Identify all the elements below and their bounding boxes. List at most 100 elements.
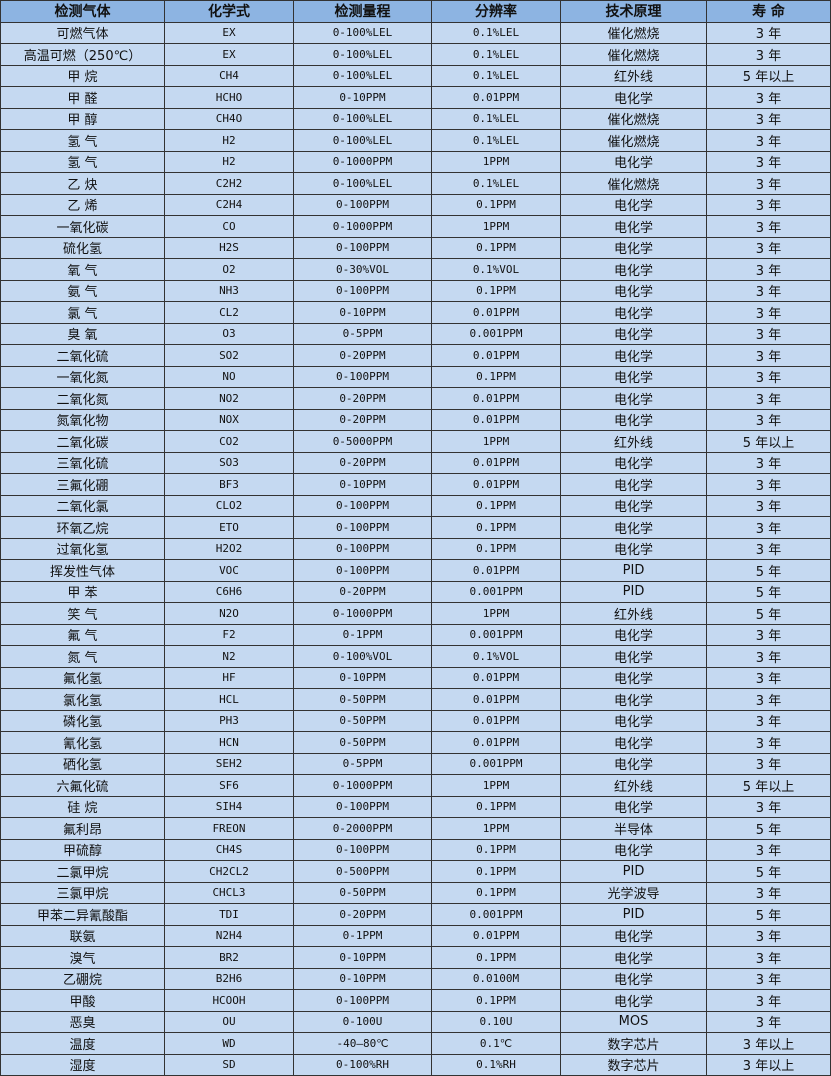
cell-detection-range: 0-1PPM bbox=[293, 623, 432, 646]
cell-chemical-formula: NOX bbox=[164, 408, 294, 431]
table-row: 三氯甲烷 CHCL3 0-50PPM 0.1PPM 光学波导 3 年 bbox=[0, 881, 831, 904]
column-header-detection-range: 检测量程 bbox=[293, 0, 432, 23]
table-row: 氰化氢 HCN 0-50PPM 0.01PPM 电化学 3 年 bbox=[0, 731, 831, 754]
cell-resolution: 0.001PPM bbox=[431, 903, 561, 926]
cell-principle: MOS bbox=[560, 1010, 707, 1033]
cell-gas-name: 三氟化硼 bbox=[0, 473, 165, 496]
cell-detection-range: 0-2000PPM bbox=[293, 817, 432, 840]
cell-principle: 电化学 bbox=[560, 365, 707, 388]
cell-gas-name: 甲 醇 bbox=[0, 107, 165, 130]
cell-gas-name: 甲苯二异氰酸酯 bbox=[0, 903, 165, 926]
column-header-principle: 技术原理 bbox=[560, 0, 707, 23]
cell-chemical-formula: CH4S bbox=[164, 838, 294, 861]
cell-lifespan: 5 年 bbox=[706, 602, 831, 625]
cell-lifespan: 3 年 bbox=[706, 924, 831, 947]
cell-resolution: 0.01PPM bbox=[431, 688, 561, 711]
cell-gas-name: 高温可燃（250℃） bbox=[0, 43, 165, 66]
table-row: 氯 气 CL2 0-10PPM 0.01PPM 电化学 3 年 bbox=[0, 301, 831, 324]
cell-chemical-formula: HCL bbox=[164, 688, 294, 711]
cell-lifespan: 5 年以上 bbox=[706, 774, 831, 797]
cell-resolution: 0.001PPM bbox=[431, 623, 561, 646]
cell-resolution: 1PPM bbox=[431, 774, 561, 797]
cell-gas-name: 硅 烷 bbox=[0, 795, 165, 818]
cell-principle: 电化学 bbox=[560, 731, 707, 754]
cell-lifespan: 5 年以上 bbox=[706, 430, 831, 453]
cell-resolution: 0.01PPM bbox=[431, 86, 561, 109]
table-row: 二氧化硫 SO2 0-20PPM 0.01PPM 电化学 3 年 bbox=[0, 344, 831, 367]
cell-detection-range: 0-5000PPM bbox=[293, 430, 432, 453]
cell-resolution: 0.01PPM bbox=[431, 924, 561, 947]
cell-resolution: 0.1℃ bbox=[431, 1032, 561, 1055]
cell-gas-name: 一氧化氮 bbox=[0, 365, 165, 388]
cell-gas-name: 甲 醛 bbox=[0, 86, 165, 109]
table-row: 二氧化氯 CLO2 0-100PPM 0.1PPM 电化学 3 年 bbox=[0, 494, 831, 517]
cell-principle: 电化学 bbox=[560, 967, 707, 990]
cell-detection-range: 0-20PPM bbox=[293, 387, 432, 410]
cell-detection-range: 0-1000PPM bbox=[293, 215, 432, 238]
cell-resolution: 0.1PPM bbox=[431, 516, 561, 539]
cell-principle: 催化燃烧 bbox=[560, 43, 707, 66]
cell-gas-name: 二氧化碳 bbox=[0, 430, 165, 453]
table-row: 环氧乙烷 ETO 0-100PPM 0.1PPM 电化学 3 年 bbox=[0, 516, 831, 539]
cell-gas-name: 氯化氢 bbox=[0, 688, 165, 711]
cell-lifespan: 3 年 bbox=[706, 795, 831, 818]
table-row: 乙 炔 C2H2 0-100%LEL 0.1%LEL 催化燃烧 3 年 bbox=[0, 172, 831, 195]
cell-lifespan: 3 年 bbox=[706, 666, 831, 689]
cell-detection-range: 0-100PPM bbox=[293, 279, 432, 302]
table-row: 一氧化氮 NO 0-100PPM 0.1PPM 电化学 3 年 bbox=[0, 365, 831, 388]
cell-detection-range: 0-500PPM bbox=[293, 860, 432, 883]
cell-resolution: 0.0100M bbox=[431, 967, 561, 990]
table-row: 甲 醛 HCHO 0-10PPM 0.01PPM 电化学 3 年 bbox=[0, 86, 831, 109]
cell-chemical-formula: CO bbox=[164, 215, 294, 238]
cell-resolution: 0.01PPM bbox=[431, 344, 561, 367]
table-row: 二氯甲烷 CH2CL2 0-500PPM 0.1PPM PID 5 年 bbox=[0, 860, 831, 883]
cell-gas-name: 三氧化硫 bbox=[0, 451, 165, 474]
cell-resolution: 1PPM bbox=[431, 817, 561, 840]
cell-chemical-formula: SEH2 bbox=[164, 752, 294, 775]
cell-principle: 红外线 bbox=[560, 430, 707, 453]
table-row: 三氧化硫 SO3 0-20PPM 0.01PPM 电化学 3 年 bbox=[0, 451, 831, 474]
cell-resolution: 0.01PPM bbox=[431, 387, 561, 410]
cell-lifespan: 5 年 bbox=[706, 860, 831, 883]
cell-detection-range: 0-100PPM bbox=[293, 494, 432, 517]
cell-principle: 电化学 bbox=[560, 473, 707, 496]
cell-resolution: 0.1PPM bbox=[431, 365, 561, 388]
table-row: 氟利昂 FREON 0-2000PPM 1PPM 半导体 5 年 bbox=[0, 817, 831, 840]
cell-gas-name: 挥发性气体 bbox=[0, 559, 165, 582]
table-row: 湿度 SD 0-100%RH 0.1%RH 数字芯片 3 年以上 bbox=[0, 1053, 831, 1076]
table-row: 氟 气 F2 0-1PPM 0.001PPM 电化学 3 年 bbox=[0, 623, 831, 646]
cell-lifespan: 3 年 bbox=[706, 387, 831, 410]
cell-principle: 电化学 bbox=[560, 408, 707, 431]
cell-gas-name: 臭 氧 bbox=[0, 322, 165, 345]
cell-principle: 电化学 bbox=[560, 86, 707, 109]
cell-principle: 电化学 bbox=[560, 688, 707, 711]
cell-resolution: 0.1%VOL bbox=[431, 258, 561, 281]
cell-lifespan: 3 年 bbox=[706, 279, 831, 302]
table-row: 甲 苯 C6H6 0-20PPM 0.001PPM PID 5 年 bbox=[0, 580, 831, 603]
cell-chemical-formula: N2 bbox=[164, 645, 294, 668]
table-row: 笑 气 N2O 0-1000PPM 1PPM 红外线 5 年 bbox=[0, 602, 831, 625]
cell-principle: 催化燃烧 bbox=[560, 172, 707, 195]
cell-gas-name: 氨 气 bbox=[0, 279, 165, 302]
cell-detection-range: 0-5PPM bbox=[293, 322, 432, 345]
cell-principle: 电化学 bbox=[560, 752, 707, 775]
cell-lifespan: 3 年 bbox=[706, 645, 831, 668]
table-row: 甲酸 HCOOH 0-100PPM 0.1PPM 电化学 3 年 bbox=[0, 989, 831, 1012]
table-row: 甲 烷 CH4 0-100%LEL 0.1%LEL 红外线 5 年以上 bbox=[0, 64, 831, 87]
cell-resolution: 0.01PPM bbox=[431, 731, 561, 754]
cell-resolution: 0.1PPM bbox=[431, 236, 561, 259]
cell-principle: 电化学 bbox=[560, 516, 707, 539]
cell-resolution: 0.1%VOL bbox=[431, 645, 561, 668]
cell-chemical-formula: CL2 bbox=[164, 301, 294, 324]
cell-detection-range: 0-1000PPM bbox=[293, 774, 432, 797]
cell-resolution: 0.1%LEL bbox=[431, 107, 561, 130]
cell-lifespan: 3 年 bbox=[706, 21, 831, 44]
column-header-chemical-formula: 化学式 bbox=[164, 0, 294, 23]
cell-chemical-formula: F2 bbox=[164, 623, 294, 646]
cell-detection-range: 0-100%LEL bbox=[293, 129, 432, 152]
cell-principle: 电化学 bbox=[560, 193, 707, 216]
cell-detection-range: 0-100PPM bbox=[293, 838, 432, 861]
cell-resolution: 0.001PPM bbox=[431, 752, 561, 775]
cell-detection-range: 0-100PPM bbox=[293, 236, 432, 259]
cell-resolution: 0.001PPM bbox=[431, 322, 561, 345]
